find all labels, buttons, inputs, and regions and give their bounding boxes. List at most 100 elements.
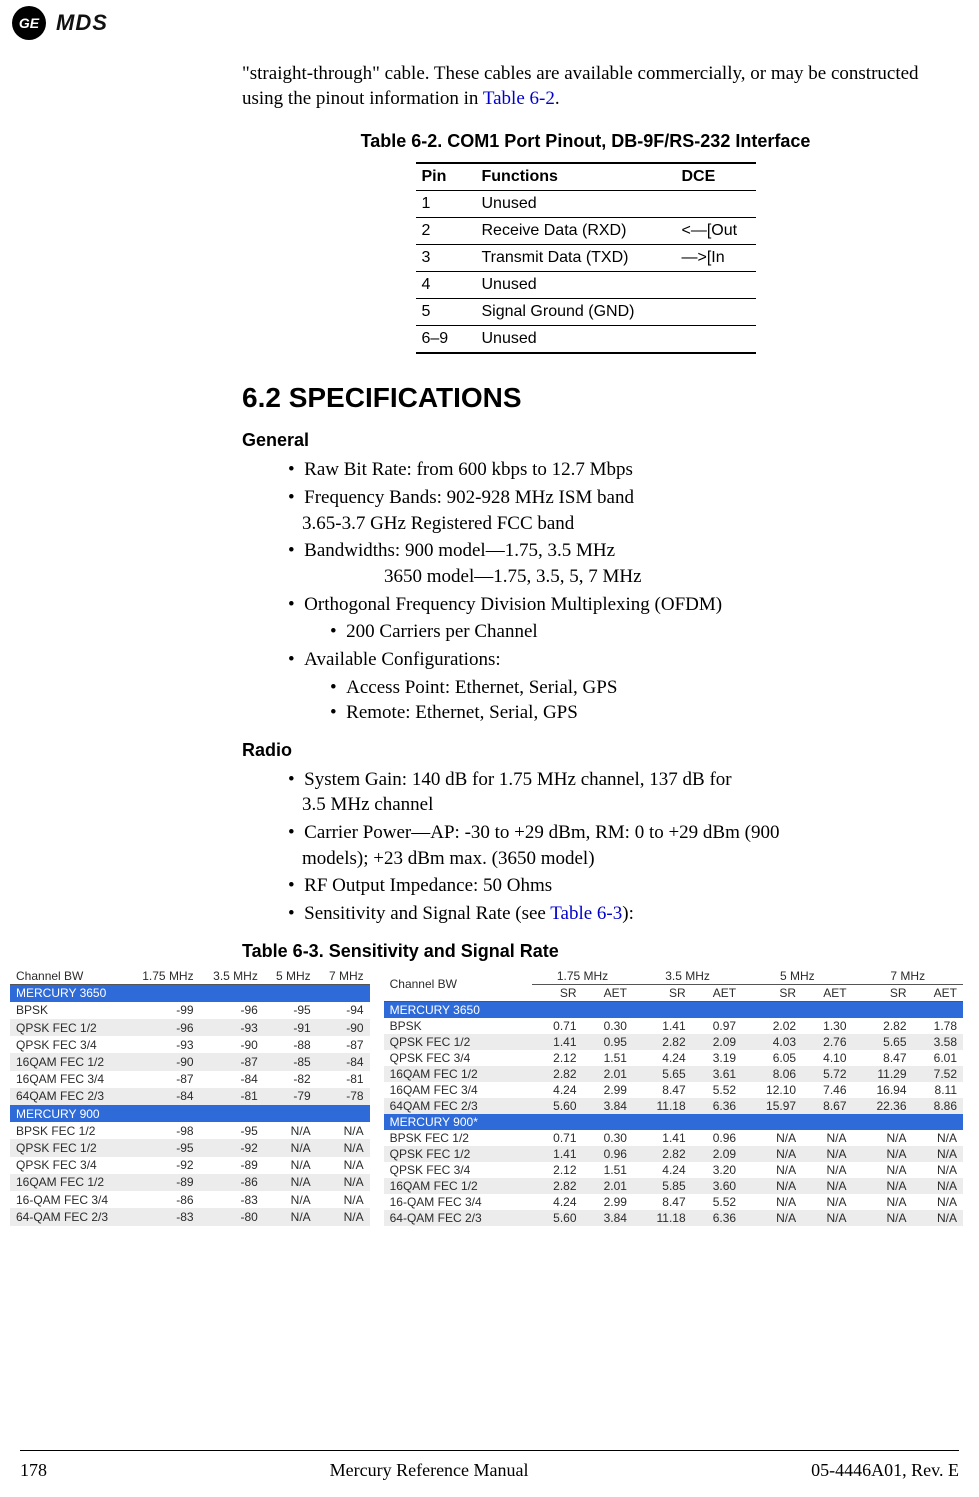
- table-cell: N/A: [913, 1130, 964, 1146]
- list-text: System Gain: 140 dB for 1.75 MHz channel…: [304, 769, 731, 790]
- table-cell: 0.97: [692, 1018, 742, 1034]
- table-cell: 2.02: [742, 1018, 802, 1034]
- table-row: 16QAM FEC 3/4-87-84-82-81: [10, 1071, 370, 1088]
- th-group: 3.5 MHz: [633, 968, 742, 985]
- row-label: 16QAM FEC 3/4: [384, 1082, 532, 1098]
- table-6-2: Pin Functions DCE 1Unused2Receive Data (…: [416, 162, 756, 354]
- table-cell: -89: [200, 1157, 264, 1174]
- table-cell: 7.52: [913, 1066, 964, 1082]
- table-cell: N/A: [913, 1194, 964, 1210]
- row-label: QPSK FEC 3/4: [384, 1050, 532, 1066]
- row-label: 64-QAM FEC 2/3: [384, 1210, 532, 1226]
- table-row: 64-QAM FEC 2/35.603.8411.186.36N/AN/AN/A…: [384, 1210, 963, 1226]
- list-item: Carrier Power—AP: -30 to +29 dBm, RM: 0 …: [288, 820, 929, 871]
- table-cell: -83: [128, 1208, 200, 1225]
- table-cell: N/A: [742, 1210, 802, 1226]
- ge-logo-icon: GE: [12, 6, 46, 40]
- table-cell: -88: [264, 1036, 317, 1053]
- table-cell: 16.94: [853, 1082, 913, 1098]
- table-cell: 5.72: [802, 1066, 852, 1082]
- table-header-row: Channel BW 1.75 MHz 3.5 MHz 5 MHz 7 MHz: [10, 968, 370, 985]
- th-sr: SR: [633, 984, 692, 1001]
- table-cell: -86: [200, 1174, 264, 1191]
- table-cell: Receive Data (RXD): [476, 218, 676, 245]
- table-cell: 6.36: [692, 1210, 742, 1226]
- table-cell: N/A: [317, 1191, 370, 1208]
- th-channel-bw: Channel BW: [384, 968, 532, 1002]
- table-cell: -98: [128, 1122, 200, 1139]
- table-cell: 6.01: [913, 1050, 964, 1066]
- list-text-post: ):: [622, 903, 634, 924]
- table-row: 16QAM FEC 3/44.242.998.475.5212.107.4616…: [384, 1082, 963, 1098]
- table-cell: 2.82: [532, 1066, 582, 1082]
- table-cell: -81: [317, 1071, 370, 1088]
- table-row: 3Transmit Data (TXD)—>[In: [416, 245, 756, 272]
- table-cell: 3.61: [692, 1066, 742, 1082]
- footer-divider: [20, 1450, 959, 1451]
- table-6-3-caption: Table 6-3. Sensitivity and Signal Rate: [242, 941, 929, 962]
- table-row: BPSK FEC 1/20.710.301.410.96N/AN/AN/AN/A: [384, 1130, 963, 1146]
- table-cell: -90: [128, 1053, 200, 1070]
- table-cell: -96: [128, 1019, 200, 1036]
- list-text-cont: models); +23 dBm max. (3650 model): [302, 846, 929, 872]
- table-cell: N/A: [802, 1130, 852, 1146]
- table-cell: -86: [128, 1191, 200, 1208]
- table-cell: 11.29: [853, 1066, 913, 1082]
- table-row: 16QAM FEC 1/2-90-87-85-84: [10, 1053, 370, 1070]
- row-label: BPSK FEC 1/2: [384, 1130, 532, 1146]
- table-row: QPSK FEC 1/21.410.952.822.094.032.765.65…: [384, 1034, 963, 1050]
- table-cell: 1.41: [633, 1130, 692, 1146]
- table-row: QPSK FEC 1/2-96-93-91-90: [10, 1019, 370, 1036]
- table-cell: 8.11: [913, 1082, 964, 1098]
- table-cell: <—[Out: [676, 218, 756, 245]
- table-cell: 5.65: [853, 1034, 913, 1050]
- table-cell: -80: [200, 1208, 264, 1225]
- table-row: BPSK-99-96-95-94: [10, 1002, 370, 1019]
- radio-heading: Radio: [242, 740, 929, 761]
- table-cell: 0.71: [532, 1018, 582, 1034]
- list-item: Raw Bit Rate: from 600 kbps to 12.7 Mbps: [288, 457, 929, 483]
- table-cell: [676, 299, 756, 326]
- table-cell: -89: [128, 1174, 200, 1191]
- list-item: RF Output Impedance: 50 Ohms: [288, 873, 929, 899]
- list-item: System Gain: 140 dB for 1.75 MHz channel…: [288, 767, 929, 818]
- table-cell: N/A: [317, 1122, 370, 1139]
- table-6-3-link[interactable]: Table 6-3: [550, 903, 622, 924]
- table-section-row: MERCURY 900: [10, 1105, 370, 1122]
- table-6-2-link[interactable]: Table 6-2: [483, 88, 555, 109]
- row-label: 16QAM FEC 1/2: [10, 1174, 128, 1191]
- table-cell: N/A: [742, 1146, 802, 1162]
- table-cell: 0.95: [583, 1034, 633, 1050]
- list-text: Sensitivity and Signal Rate (see: [304, 903, 550, 924]
- table-cell: Transmit Data (TXD): [476, 245, 676, 272]
- th-col: 1.75 MHz: [128, 968, 200, 985]
- table-row: 4Unused: [416, 272, 756, 299]
- table-section-label: MERCURY 900: [10, 1105, 370, 1122]
- table-cell: N/A: [802, 1162, 852, 1178]
- table-cell: N/A: [264, 1139, 317, 1156]
- list-item: Remote: Ethernet, Serial, GPS: [330, 700, 929, 726]
- table-cell: N/A: [853, 1162, 913, 1178]
- table-cell: N/A: [317, 1157, 370, 1174]
- intro-text: "straight-through" cable. These cables a…: [242, 63, 919, 109]
- row-label: BPSK: [10, 1002, 128, 1019]
- general-heading: General: [242, 430, 929, 451]
- table-cell: 2.99: [583, 1082, 633, 1098]
- table-cell: -83: [200, 1191, 264, 1208]
- table-cell: -95: [128, 1139, 200, 1156]
- th-col: 3.5 MHz: [200, 968, 264, 985]
- row-label: QPSK FEC 1/2: [10, 1139, 128, 1156]
- table-6-2-caption: Table 6-2. COM1 Port Pinout, DB-9F/RS-23…: [242, 131, 929, 152]
- table-cell: 8.47: [633, 1194, 692, 1210]
- table-cell: 0.71: [532, 1130, 582, 1146]
- table-cell: 1.78: [913, 1018, 964, 1034]
- table-row: 16QAM FEC 1/2-89-86N/AN/A: [10, 1174, 370, 1191]
- table-row: 16-QAM FEC 3/4-86-83N/AN/A: [10, 1191, 370, 1208]
- row-label: 16-QAM FEC 3/4: [384, 1194, 532, 1210]
- mds-logo-text: MDS: [56, 10, 108, 36]
- row-label: 16QAM FEC 3/4: [10, 1071, 128, 1088]
- sensitivity-table-left: Channel BW 1.75 MHz 3.5 MHz 5 MHz 7 MHz …: [10, 968, 370, 1226]
- table-cell: 2.82: [532, 1178, 582, 1194]
- table-cell: 2.09: [692, 1034, 742, 1050]
- table-section-row: MERCURY 900*: [384, 1114, 963, 1130]
